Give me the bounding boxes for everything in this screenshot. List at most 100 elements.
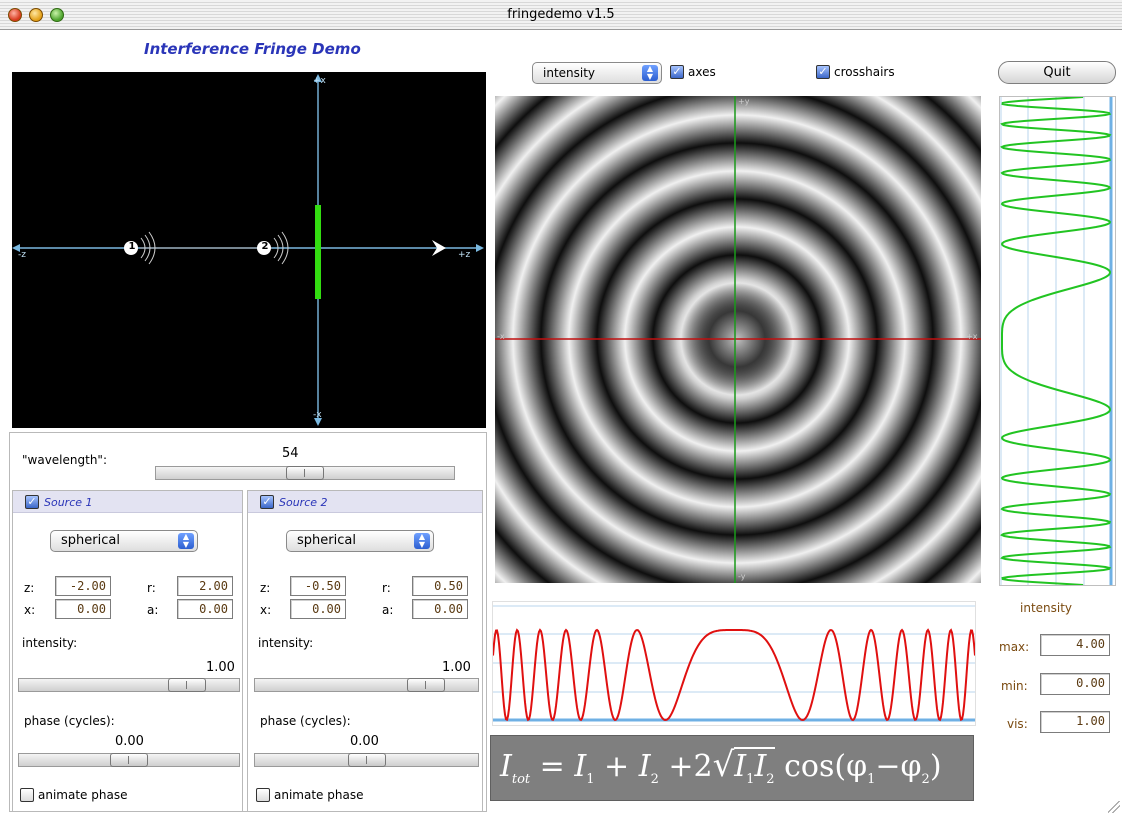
source-1-header [13,491,242,513]
source-1-phase-value: 0.00 [115,734,144,749]
setup-minus-x-label: -x [313,410,322,420]
crosshairs-label: crosshairs [834,65,895,79]
source-2-intensity-thumb[interactable] [407,678,445,692]
fringe-minus-x-label: -x [497,332,505,341]
wavelength-label: "wavelength": [22,453,107,467]
min-field[interactable]: 0.00 [1040,673,1110,695]
vis-field[interactable]: 1.00 [1040,711,1110,733]
max-field[interactable]: 4.00 [1040,634,1110,656]
source-1-z-label: z: [24,581,35,595]
setup-diagram [12,74,484,426]
min-label: min: [1001,679,1028,693]
source-1-checkbox[interactable]: ✓ [25,495,39,509]
vis-label: vis: [1007,717,1028,731]
source-1-phase-slider[interactable] [18,753,240,767]
source-1-title: Source 1 [44,496,93,509]
interference-equation: Itot = I1 + I2 +2√I1I2 cos(φ1−φ2) [500,745,942,787]
source-2-intensity-value: 1.00 [442,660,471,675]
source-2-r-field[interactable]: 0.50 [412,576,468,596]
source-1-a-label: a: [147,603,159,617]
source-2-phase-label: phase (cycles): [260,714,351,728]
source-1-intensity-thumb[interactable] [168,678,206,692]
source-2-marker [257,241,271,255]
minus-z-arrow [12,244,20,252]
minimize-window-button[interactable] [29,8,43,22]
source-1-waves [140,231,156,265]
resize-grip[interactable] [1108,801,1120,813]
source-2-a-label: a: [382,603,394,617]
quit-button[interactable]: Quit [998,61,1116,84]
plus-x-arrow [314,74,322,82]
source-2-waves [273,231,289,265]
source-2-phase-slider[interactable] [254,753,479,767]
app-heading: Interference Fringe Demo [144,40,361,58]
plus-z-arrow [476,244,484,252]
source-1-phase-thumb[interactable] [110,753,148,767]
source-1-r-label: r: [147,581,156,595]
setup-plus-z-label: +z [458,250,471,260]
source-2-type-value: spherical [297,533,356,548]
source-2-header [248,491,482,513]
source-2-intensity-slider[interactable] [254,678,479,692]
source-2-title: Source 2 [279,496,328,509]
source-1-type-value: spherical [61,533,120,548]
source-2-a-field[interactable]: 0.00 [412,599,468,619]
popup-arrows-icon: ▲ ▼ [642,65,658,81]
eye-icon [432,240,446,256]
source-1-animate-checkbox[interactable] [20,788,34,802]
horizontal-intensity-profile [492,601,976,726]
axes-label: axes [688,65,716,79]
source-1-type-popup[interactable]: spherical ▲ ▼ [50,530,198,552]
source-2-phase-thumb[interactable] [348,753,386,767]
source-1-r-field[interactable]: 2.00 [177,576,233,596]
popup-arrows-icon: ▲ ▼ [414,533,430,549]
vertical-profile-curve [999,96,1112,586]
source-1-phase-label: phase (cycles): [24,714,115,728]
fringe-minus-y-label: -y [738,572,746,581]
vertical-profile-plot [999,96,1113,586]
source-2-x-label: x: [260,603,272,617]
source-1-number: 1 [128,241,136,252]
source-1-marker [124,241,138,255]
close-window-button[interactable] [8,8,22,22]
source-2-number: 2 [261,241,269,252]
fringe-plus-y-label: +y [738,97,750,106]
source-1-x-label: x: [24,603,36,617]
fringe-plus-x-label: +x [966,332,978,341]
source-2-intensity-label: intensity: [258,636,314,650]
axes-checkbox[interactable]: ✓ [670,65,684,79]
source-2-phase-value: 0.00 [350,734,379,749]
source-2-checkbox[interactable]: ✓ [260,495,274,509]
source-2-x-field[interactable]: 0.00 [290,599,346,619]
horizontal-profile-plot [492,605,976,722]
setup-minus-z-label: -z [18,250,26,260]
source-2-animate-checkbox[interactable] [256,788,270,802]
source-2-z-label: z: [260,581,271,595]
source-2-type-popup[interactable]: spherical ▲ ▼ [286,530,434,552]
equation-panel [490,735,974,801]
title-bar [0,0,1122,30]
wavelength-slider-thumb[interactable] [286,466,324,480]
source-1-a-field[interactable]: 0.00 [177,599,233,619]
source-1-animate-label: animate phase [38,788,128,802]
zoom-window-button[interactable] [50,8,64,22]
setup-view[interactable] [12,72,486,428]
source-2-animate-label: animate phase [274,788,364,802]
setup-plus-x-label: +x [313,76,326,86]
source-2-z-field[interactable]: -0.50 [290,576,346,596]
display-mode-popup[interactable]: intensity ▲ ▼ [532,62,662,84]
crosshairs-checkbox[interactable]: ✓ [816,65,830,79]
intensity-stats-heading: intensity [1020,601,1073,615]
source-1-z-field[interactable]: -2.00 [55,576,111,596]
source-1-x-field[interactable]: 0.00 [55,599,111,619]
vertical-intensity-profile [999,96,1116,586]
window-title: fringedemo v1.5 [507,7,615,22]
source-1-intensity-slider[interactable] [18,678,240,692]
horizontal-profile-curve [492,628,976,722]
wavelength-slider[interactable] [155,466,455,480]
max-label: max: [999,640,1030,654]
display-mode-value: intensity [543,66,596,80]
popup-arrows-icon: ▲ ▼ [178,533,194,549]
source-2-r-label: r: [382,581,391,595]
source-1-intensity-label: intensity: [22,636,78,650]
